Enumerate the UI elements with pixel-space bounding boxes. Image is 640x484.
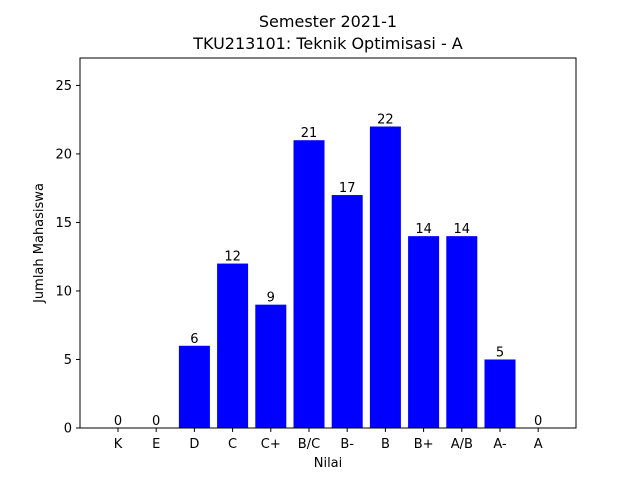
bar-value-label: 0 xyxy=(534,414,542,429)
x-tick-label: A xyxy=(534,437,543,452)
plot-frame xyxy=(79,57,577,429)
bar-value-label: 14 xyxy=(415,222,432,237)
bar-A/B xyxy=(446,236,478,428)
bar-D xyxy=(178,345,210,428)
bar-value-label: 6 xyxy=(190,332,198,347)
x-tick-label: B xyxy=(381,437,390,452)
y-tick-label: 25 xyxy=(55,79,72,94)
bar-value-label: 5 xyxy=(496,345,504,360)
y-tick-label: 5 xyxy=(64,353,72,368)
y-tick-label: 10 xyxy=(55,284,72,299)
x-tick-label: A/B xyxy=(451,437,473,452)
bar-B+ xyxy=(408,236,440,428)
bars-layer xyxy=(178,126,516,429)
x-tick-label: E xyxy=(152,437,160,452)
x-tick-label: B- xyxy=(340,437,354,452)
bar-value-label: 21 xyxy=(301,126,318,141)
x-tick-label: B+ xyxy=(414,437,434,452)
y-tick-label: 0 xyxy=(64,422,72,437)
x-tick-label: K xyxy=(114,437,123,452)
bar-value-label: 14 xyxy=(454,222,471,237)
bar-value-label: 22 xyxy=(377,113,394,128)
y-tick-label: 15 xyxy=(55,216,72,231)
bar-value-label: 0 xyxy=(114,414,122,429)
x-tick-label: B/C xyxy=(298,437,320,452)
x-tick-label: C xyxy=(228,437,237,452)
x-axis-label: Nilai xyxy=(314,456,343,471)
bar-C+ xyxy=(255,304,287,428)
y-tick-label: 20 xyxy=(55,147,72,162)
bar-A- xyxy=(484,359,516,428)
x-axis: K E D C C+ B/C B- B B+ A/B A- A xyxy=(114,428,543,452)
y-axis: 0 5 10 15 20 25 xyxy=(55,79,80,437)
bar-value-label: 12 xyxy=(224,250,241,265)
x-tick-label: A- xyxy=(493,437,507,452)
value-labels-layer: 0 0 6 12 9 21 17 22 14 14 5 0 xyxy=(114,113,542,429)
bar-value-label: 17 xyxy=(339,181,356,196)
x-tick-label: D xyxy=(189,437,199,452)
bar-B- xyxy=(331,195,363,428)
x-tick-label: C+ xyxy=(261,437,281,452)
bar-value-label: 9 xyxy=(267,291,275,306)
bar-C xyxy=(217,263,249,428)
bar-B xyxy=(369,126,401,429)
chart-title-line1: Semester 2021-1 xyxy=(259,12,397,31)
bar-B/C xyxy=(293,140,325,428)
bar-value-label: 0 xyxy=(152,414,160,429)
chart-title-line2: TKU213101: Teknik Optimisasi - A xyxy=(192,34,463,53)
y-axis-label: Jumlah Mahasiswa xyxy=(32,183,47,304)
